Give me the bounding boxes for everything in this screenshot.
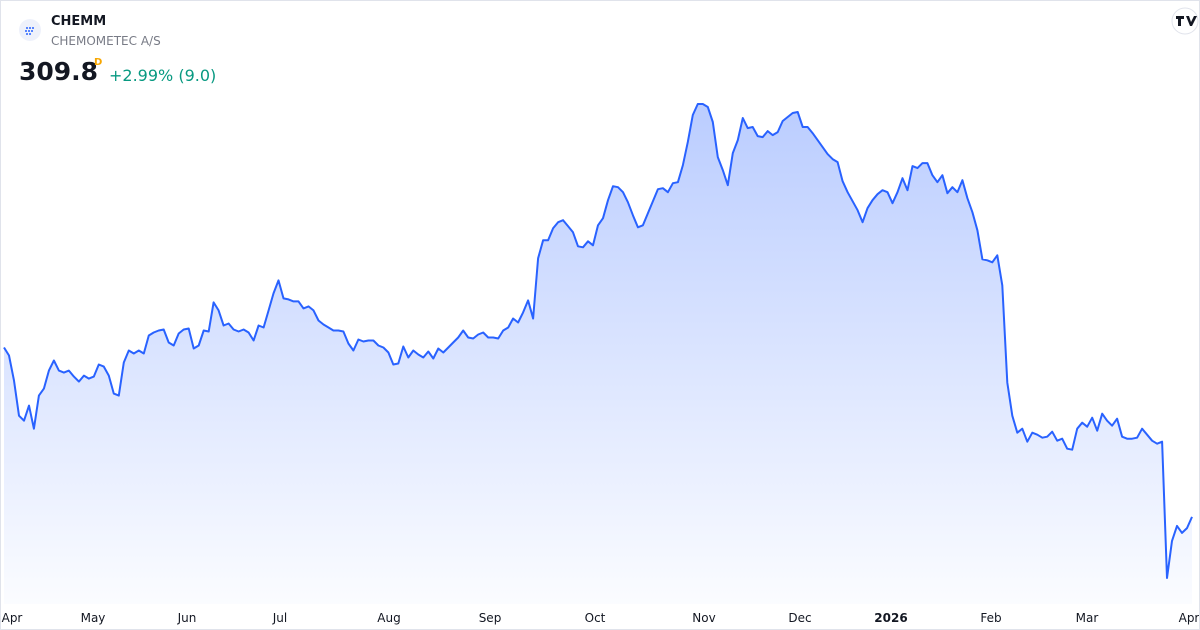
x-tick-label: Apr	[2, 611, 23, 625]
interval: D	[94, 57, 103, 68]
x-tick-label: Jun	[177, 611, 197, 625]
x-tick-label: May	[81, 611, 106, 625]
x-tick-label: Aug	[377, 611, 400, 625]
x-tick-label: Nov	[692, 611, 715, 625]
logo-icon	[25, 27, 34, 35]
x-tick-label: Mar	[1076, 611, 1099, 625]
x-tick-label: Feb	[980, 611, 1001, 625]
price: 309.8	[19, 57, 99, 86]
price-line	[3, 103, 1193, 579]
x-tick-label: Apr	[1179, 611, 1199, 625]
x-tick-label: Sep	[479, 611, 502, 625]
symbol: CHEMM	[51, 14, 107, 29]
x-tick-label: 2026	[874, 611, 907, 625]
company-name: CHEMOMETEC A/S	[51, 34, 161, 48]
change: +2.99% (9.0)	[109, 66, 217, 85]
x-tick-label: Oct	[585, 611, 606, 625]
logo-glyph	[1176, 16, 1197, 26]
logo-badge[interactable]	[1171, 7, 1199, 35]
x-tick-label: Jul	[272, 611, 287, 625]
x-tick-label: Dec	[788, 611, 811, 625]
area-fill	[4, 104, 1192, 604]
tv-logo[interactable]	[1171, 7, 1199, 35]
dots	[25, 27, 34, 35]
symbol-logo	[19, 19, 41, 41]
